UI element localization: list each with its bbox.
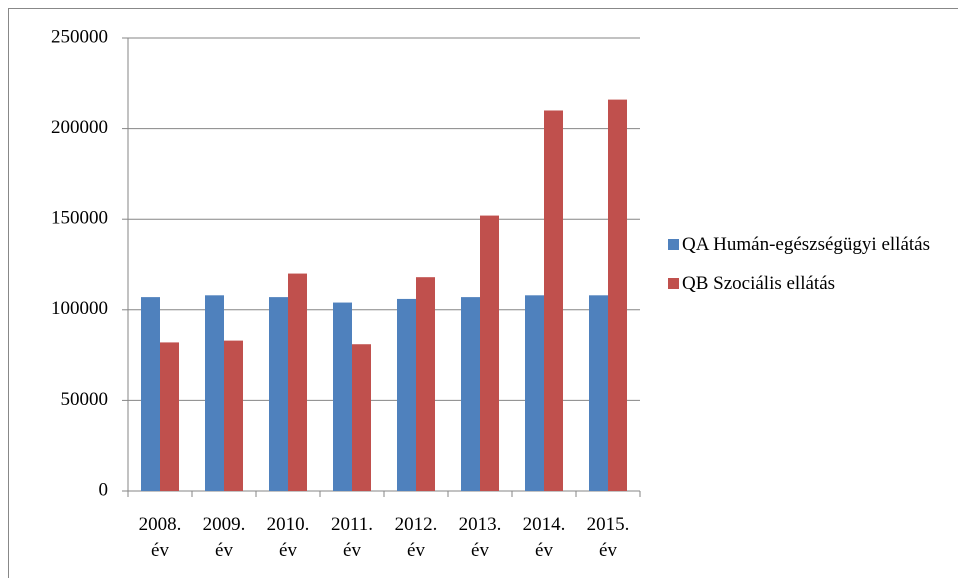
legend-swatch [668, 278, 679, 289]
chart-border [8, 8, 958, 578]
x-tick-label: 2010. év [266, 514, 310, 561]
bar [544, 110, 563, 491]
x-tick-label: 2015. év [586, 514, 630, 561]
x-tick-label: 2008. év [138, 514, 182, 561]
legend-label: QA Humán-egészségügyi ellátás [682, 234, 930, 255]
bar [141, 297, 160, 491]
bar [416, 277, 435, 491]
x-tick-label: 2009. év [202, 514, 246, 561]
bar [461, 297, 480, 491]
bar [160, 342, 179, 491]
bar [480, 215, 499, 492]
bar [352, 344, 371, 491]
y-tick-label: 100000 [51, 298, 108, 319]
y-tick-label: 50000 [61, 389, 109, 410]
legend-item: QB Szociális ellátás [668, 271, 948, 296]
legend: QA Humán-egészségügyi ellátás QB Szociáli… [668, 232, 948, 310]
legend-swatch [668, 239, 679, 250]
bar [269, 297, 288, 491]
x-tick-label: 2014. év [522, 514, 566, 561]
x-tick-label: 2011. év [330, 514, 374, 561]
bar [397, 298, 416, 491]
bar [333, 302, 352, 491]
bar [525, 295, 544, 491]
legend-item: QA Humán-egészségügyi ellátás [668, 232, 948, 257]
x-tick-label: 2013. év [458, 514, 502, 561]
y-tick-label: 150000 [51, 208, 108, 229]
x-tick-label: 2012. év [394, 514, 438, 561]
bar [608, 99, 627, 491]
y-tick-label: 250000 [51, 26, 108, 47]
bar [224, 340, 243, 491]
bar [205, 295, 224, 491]
bar [589, 295, 608, 491]
legend-label: QB Szociális ellátás [682, 273, 836, 294]
y-tick-label: 200000 [51, 117, 108, 138]
y-tick-label: 0 [99, 479, 109, 500]
bar [288, 273, 307, 491]
